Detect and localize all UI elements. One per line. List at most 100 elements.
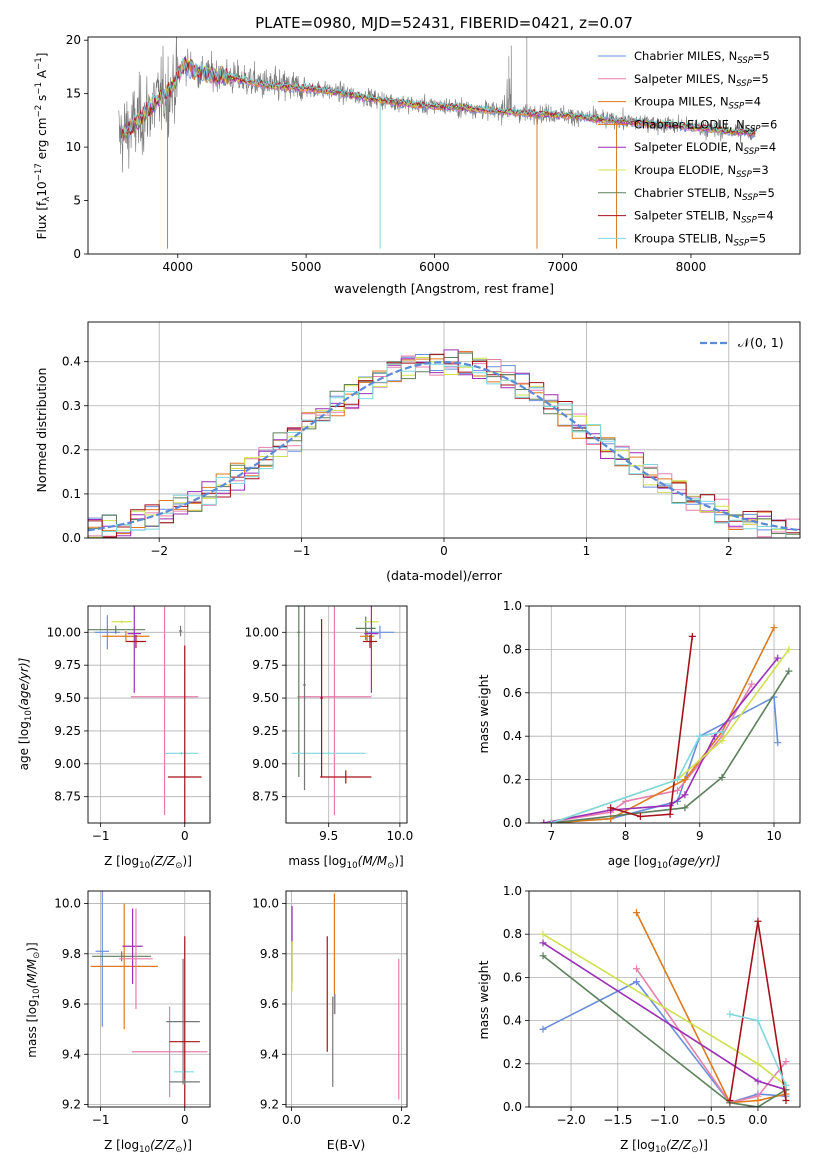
- x-tick-label: −2.0: [556, 1113, 585, 1127]
- x-axis-label-part: )]: [183, 854, 192, 868]
- data-point: [632, 978, 640, 986]
- x-tick-label: 8000: [676, 260, 707, 274]
- series-line-darkred: [610, 636, 694, 818]
- legend-label: Chabrier STELIB, N: [634, 186, 742, 200]
- data-point: [632, 909, 640, 917]
- legend-n: =3: [752, 163, 769, 177]
- data-point: [770, 624, 778, 632]
- legend-entry: 𝒩(0, 1): [738, 335, 784, 350]
- data-point: [774, 739, 782, 747]
- y-tick-label: 9.25: [54, 724, 81, 738]
- y-tick-label: 9.2: [260, 1097, 279, 1111]
- y-tick-label: 0.3: [62, 399, 81, 413]
- y-tick-label: 0.8: [503, 927, 522, 941]
- x-axis-label-part: 10: [139, 861, 150, 871]
- y-tick-label: 0.0: [503, 1100, 522, 1114]
- plot-area-age-vs-mass: [286, 606, 407, 823]
- x-tick-label: −1: [92, 1113, 110, 1127]
- x-tick-label: 4000: [163, 260, 194, 274]
- chart-title: PLATE=0980, MJD=52431, FIBERID=0421, z=0…: [255, 14, 633, 32]
- axes-frame: [285, 890, 408, 1108]
- legend-label: Salpeter MILES, N: [634, 72, 736, 86]
- data-point: [718, 728, 726, 736]
- y-tick-label: 10.0: [252, 897, 279, 911]
- y-tick-label: 9.75: [252, 658, 279, 672]
- plot-area-mass-vs-EBV: [286, 891, 407, 1107]
- legend-entry: Chabrier MILES, NSSP=5: [634, 49, 770, 66]
- y-tick-label: 8.75: [54, 790, 81, 804]
- x-axis-label: age [log10(age/yr)]: [608, 854, 721, 871]
- histogram-cyan: [88, 363, 800, 538]
- legend-sub: SSP: [742, 193, 758, 203]
- x-axis-label-part: (Z/Z: [150, 854, 176, 868]
- plot-area-mass-vs-Z: [88, 891, 210, 1107]
- x-tick-label: −2: [150, 544, 168, 558]
- y-axis-label-part: Flux [f: [35, 201, 49, 239]
- y-tick-label: 0.8: [503, 642, 522, 656]
- y-tick-label: 10.0: [54, 897, 81, 911]
- legend-entry: Salpeter MILES, NSSP=5: [634, 72, 769, 89]
- y-tick-label: 10: [66, 140, 81, 154]
- axes-frame: [87, 890, 211, 1108]
- data-point: [539, 930, 547, 938]
- y-axis-label: mass [log10(M/M⊙)]: [25, 942, 42, 1057]
- legend-label: Salpeter STELIB, N: [634, 209, 741, 223]
- y-tick-label: 9.25: [252, 724, 279, 738]
- x-tick-label: 0.2: [392, 1113, 411, 1127]
- y-tick-label: 10.00: [245, 625, 279, 639]
- x-axis-label-part: (Z/Z: [666, 1138, 692, 1152]
- x-axis-label-part: )]: [394, 854, 403, 868]
- y-axis-label-part: s: [35, 95, 49, 105]
- y-tick-label: 9.00: [252, 757, 279, 771]
- series-line-purple: [543, 657, 779, 823]
- data-point: [666, 802, 674, 810]
- x-tick-label: −0.5: [697, 1113, 726, 1127]
- data-point: [681, 791, 689, 799]
- legend-entry: Kroupa STELIB, NSSP=5: [634, 231, 766, 248]
- x-axis-label-part: ⊙: [175, 861, 182, 871]
- legend-n: =4: [759, 140, 776, 154]
- x-axis-label-part: ⊙: [387, 861, 394, 871]
- y-tick-label: 9.4: [62, 1047, 81, 1061]
- legend-sub: SSP: [737, 56, 753, 66]
- data-point: [782, 1058, 790, 1066]
- y-tick-label: 1.0: [503, 884, 522, 898]
- y-tick-label: 5: [73, 194, 81, 208]
- gaussian-curve: [88, 360, 800, 532]
- y-axis-label-part: erg cm: [35, 118, 49, 164]
- legend-sub: SSP: [744, 147, 760, 157]
- axes-spectrum: 4000 5000 6000 7000 8000 0 5 10 15 20: [66, 33, 801, 274]
- x-tick-label: 7: [547, 829, 555, 843]
- y-tick-label: 0.6: [503, 970, 522, 984]
- y-axis-label: mass weight: [476, 674, 491, 753]
- legend-entry: Salpeter ELODIE, NSSP=4: [634, 140, 776, 157]
- series-line-orange: [635, 912, 787, 1104]
- histogram-darkred: [88, 353, 800, 538]
- x-tick-label: 1: [583, 544, 591, 558]
- x-tick-label: 8: [622, 829, 630, 843]
- x-tick-label: 0.0: [748, 1113, 767, 1127]
- data-point: [681, 776, 689, 784]
- y-tick-label: 0.4: [503, 1014, 522, 1028]
- x-tick-label: −1.5: [603, 1113, 632, 1127]
- y-tick-label: 20: [66, 33, 81, 47]
- y-tick-label: 0.1: [62, 487, 81, 501]
- plot-area-residuals: [88, 322, 800, 538]
- axes-frame: [87, 605, 211, 824]
- data-point: [754, 1017, 762, 1025]
- series-line-pink: [635, 968, 787, 1104]
- x-axis-label-part: 10: [139, 1145, 150, 1155]
- y-tick-label: 9.6: [260, 997, 279, 1011]
- data-point: [726, 1097, 734, 1105]
- legend-n: =5: [749, 231, 766, 245]
- legend-label: Kroupa ELODIE, N: [634, 163, 736, 177]
- axes-frame: [87, 321, 801, 539]
- series-line-pink: [543, 683, 753, 823]
- legend-entry: Kroupa ELODIE, NSSP=3: [634, 163, 769, 180]
- data-point: [754, 1077, 762, 1085]
- y-tick-label: 0.0: [62, 531, 81, 545]
- legend-label: Kroupa MILES, N: [634, 95, 729, 109]
- y-tick-label: 9.75: [54, 658, 81, 672]
- legend-n: =5: [753, 49, 770, 63]
- y-axis-label-part: ⊙: [32, 952, 42, 959]
